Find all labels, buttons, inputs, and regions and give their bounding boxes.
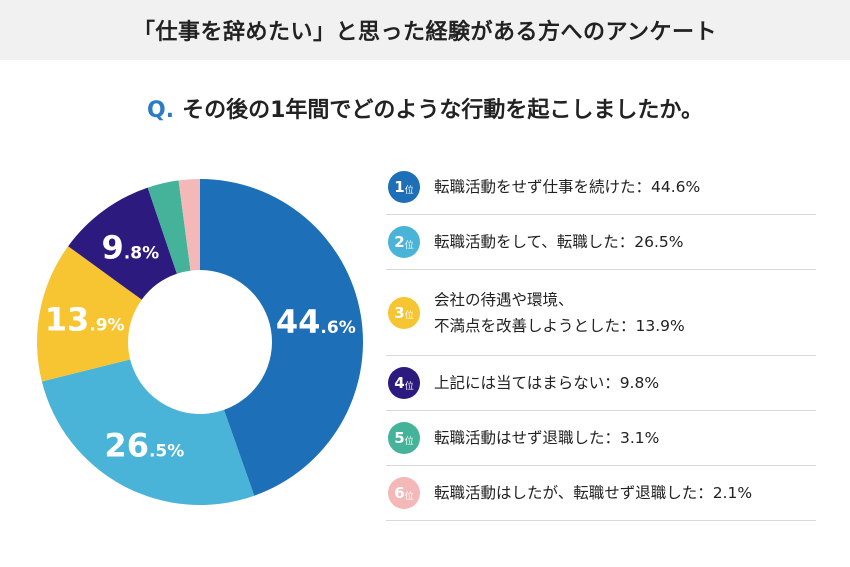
rank-suffix: 位	[404, 381, 414, 392]
rank-suffix: 位	[404, 185, 414, 196]
rank-suffix: 位	[404, 240, 414, 251]
rank-number: 5	[394, 429, 405, 447]
rank-number: 1	[394, 178, 405, 196]
rank-number: 6	[394, 484, 405, 502]
legend-item-line: 会社の待遇や環境、	[434, 290, 574, 309]
legend-item-line: 転職活動はせず退職した：3.1%	[434, 429, 660, 447]
rank-suffix: 位	[404, 491, 414, 502]
donut-slice-6	[178, 179, 200, 271]
donut-chart: 44.6% 26.5% 13.9% 9.8%	[37, 179, 364, 505]
page-title: 「仕事を辞めたい」と思った経験がある方へのアンケート	[132, 20, 718, 45]
question-prefix: Q.	[147, 98, 175, 123]
legend-item: 4 位上記には当てはまらない：9.8%	[386, 356, 816, 411]
rank-number: 3	[394, 303, 405, 322]
legend-item-text: 転職活動をして、転職した：26.5%	[434, 229, 684, 255]
slice-label-4: 9.8%	[102, 228, 160, 266]
rank-suffix: 位	[404, 311, 414, 321]
legend-item: 2 位転職活動をして、転職した：26.5%	[386, 215, 816, 270]
legend-item-text: 転職活動をせず仕事を続けた：44.6%	[434, 174, 700, 200]
rank-suffix: 位	[404, 436, 414, 447]
legend-item-text: 転職活動はしたが、転職せず退職した：2.1%	[434, 480, 752, 506]
legend-item-line: 転職活動をせず仕事を続けた：44.6%	[434, 178, 701, 196]
slice-label-1: 44.6%	[276, 303, 356, 341]
legend-item: 3 位会社の待遇や環境、 不満点を改善しようとした：13.9%	[386, 270, 816, 356]
legend-item-line: 転職活動をして、転職した：26.5%	[434, 233, 684, 251]
slice-label-2: 26.5%	[104, 426, 184, 464]
title-band: 「仕事を辞めたい」と思った経験がある方へのアンケート	[0, 0, 850, 60]
donut-slice-2	[41, 359, 255, 505]
donut-slice-1	[200, 179, 364, 496]
legend-item-line: 上記には当てはまらない：9.8%	[434, 374, 660, 392]
legend-item: 6 位転職活動はしたが、転職せず退職した：2.1%	[386, 466, 816, 521]
donut-slice-3	[37, 246, 142, 382]
donut-slice-5	[147, 180, 191, 274]
legend-item: 5 位転職活動はせず退職した：3.1%	[386, 411, 816, 466]
legend-item-text: 会社の待遇や環境、不満点を改善しようとした：13.9%	[434, 287, 685, 339]
legend-item-text: 上記には当てはまらない：9.8%	[434, 370, 659, 396]
question-text: その後の1年間でどのような行動を起こしましたか。	[182, 98, 703, 123]
legend-item-line: 不満点を改善しようとした：13.9%	[434, 316, 685, 335]
question-heading: Q. その後の1年間でどのような行動を起こしましたか。	[0, 92, 850, 124]
donut-slice-4	[68, 187, 177, 300]
rank-number: 2	[394, 233, 405, 251]
slice-label-3: 13.9%	[45, 301, 125, 339]
legend-item: 1 位転職活動をせず仕事を続けた：44.6%	[386, 160, 816, 215]
legend-list: 1 位転職活動をせず仕事を続けた：44.6% 2 位転職活動をして、転職した：26.5…	[386, 160, 816, 521]
rank-number: 4	[394, 374, 405, 392]
legend-item-text: 転職活動はせず退職した：3.1%	[434, 425, 659, 451]
legend-item-line: 転職活動はしたが、転職せず退職した：2.1%	[434, 484, 753, 502]
